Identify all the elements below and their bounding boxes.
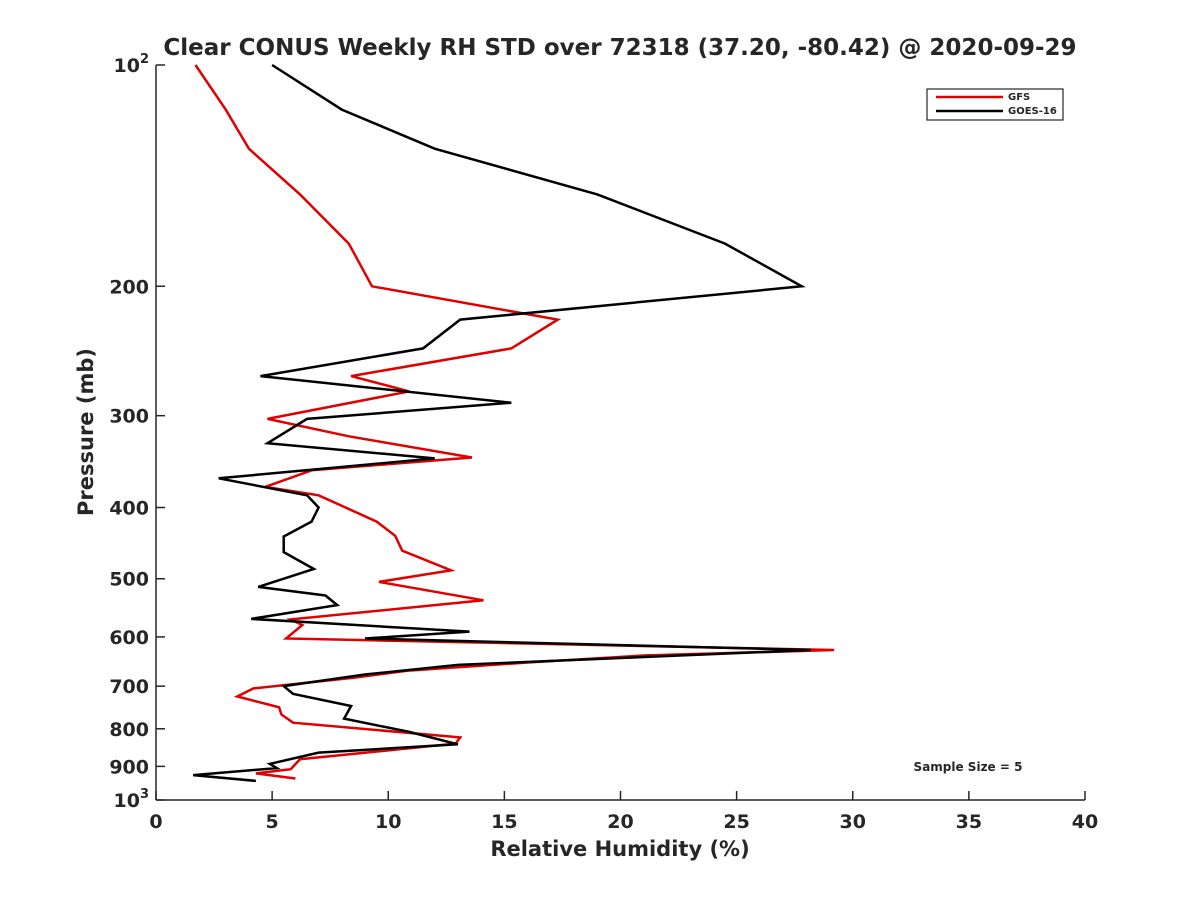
- chart-title: Clear CONUS Weekly RH STD over 72318 (37…: [163, 35, 1076, 61]
- y-tick-label: 900: [109, 756, 149, 778]
- sample-size-annotation: Sample Size = 5: [914, 760, 1023, 774]
- y-axis-ticks: 102 200 300 400 500 600 700 800 900 103: [109, 52, 165, 812]
- plot-area: [156, 65, 1085, 800]
- y-tick-label: 400: [109, 498, 149, 520]
- y-tick-label: 500: [109, 569, 149, 591]
- y-tick-label: 200: [109, 276, 149, 298]
- y-tick-label: 600: [109, 627, 149, 649]
- series-layer: [193, 63, 835, 783]
- x-tick-label: 0: [149, 811, 162, 833]
- y-tick-label: 103: [114, 787, 150, 812]
- x-axis-label: Relative Humidity (%): [490, 837, 749, 861]
- x-axis-ticks: 0 5 10 15 20 25 30 35 40: [149, 791, 1098, 833]
- legend-label-goes16: GOES-16: [1008, 106, 1057, 117]
- legend-label-gfs: GFS: [1008, 92, 1030, 103]
- x-tick-label: 10: [375, 811, 401, 833]
- x-tick-label: 40: [1072, 811, 1098, 833]
- x-tick-label: 20: [607, 811, 633, 833]
- y-tick-label: 102: [114, 52, 150, 77]
- series-line-goes16: [193, 63, 811, 783]
- series-line-gfs: [194, 64, 835, 780]
- y-axis-label: Pressure (mb): [74, 348, 98, 516]
- x-tick-label: 5: [266, 811, 279, 833]
- y-tick-label: 800: [109, 719, 149, 741]
- y-tick-label: 300: [109, 406, 149, 428]
- x-tick-label: 25: [723, 811, 749, 833]
- x-tick-label: 15: [491, 811, 517, 833]
- legend: GFS GOES-16: [926, 88, 1064, 121]
- x-tick-label: 35: [956, 811, 982, 833]
- legend-box: [926, 88, 1064, 121]
- y-tick-label: 700: [109, 676, 149, 698]
- x-tick-label: 30: [840, 811, 866, 833]
